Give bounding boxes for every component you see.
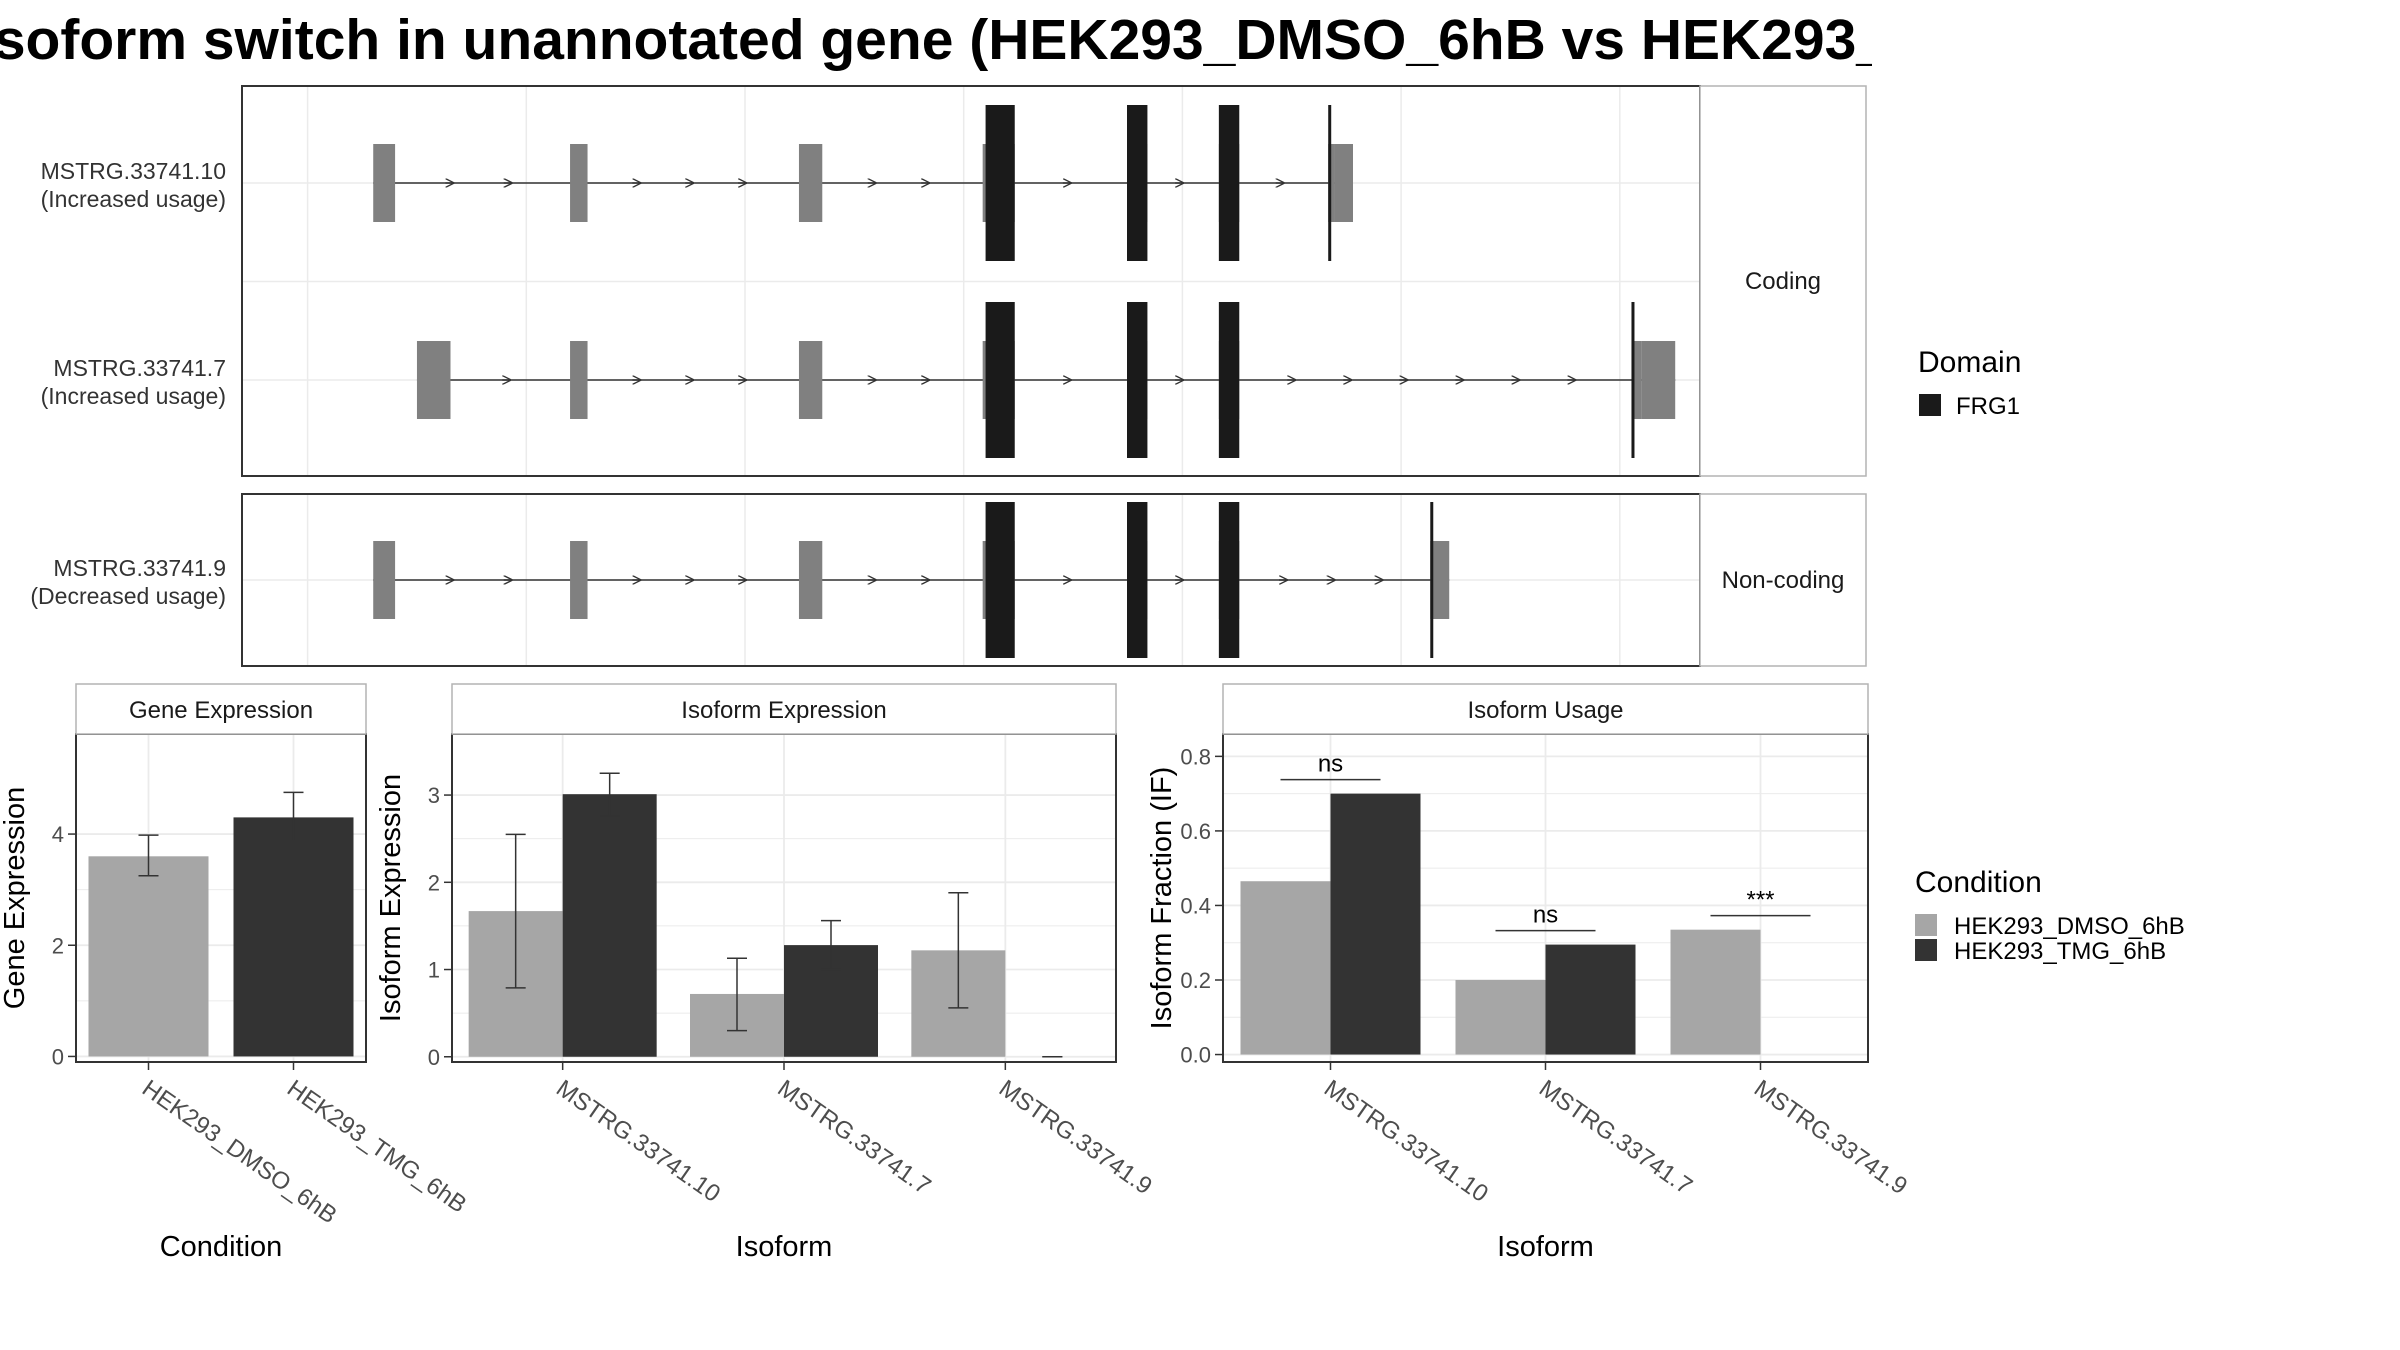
structure-panel-1 (241, 493, 1867, 667)
domain-block (1127, 105, 1148, 261)
y-tick-label: 2 (428, 870, 440, 895)
y-tick-label: 0.8 (1180, 744, 1211, 769)
y-tick-label: 3 (428, 783, 440, 808)
domain-block (1127, 502, 1148, 658)
utr-exon (1641, 341, 1676, 419)
domain-block (985, 105, 1015, 261)
isoform-status: (Increased usage) (41, 186, 226, 212)
chart-title: Isoform Usage (1467, 697, 1623, 724)
chart-title-strip (1222, 683, 1869, 735)
group-label: Non-coding (1722, 567, 1845, 594)
domain-block (1218, 502, 1240, 658)
significance-label: *** (1746, 887, 1774, 914)
isoform-label: MSTRG.33741.10 (41, 158, 226, 184)
domain-block (1218, 105, 1240, 261)
x-axis-title: Isoform (736, 1231, 833, 1263)
y-tick-label: 2 (52, 933, 64, 958)
y-axis-title: Isoform Fraction (IF) (1146, 767, 1178, 1030)
bar (1455, 980, 1546, 1055)
isoform-track-MSTRG.33741.9 (373, 502, 1450, 658)
legend-title: Condition (1915, 866, 2042, 899)
bar (1545, 944, 1636, 1055)
bar-chart-1 (68, 683, 367, 1070)
exon (416, 341, 451, 419)
y-tick-label: 0.0 (1180, 1043, 1211, 1068)
y-tick-label: 4 (52, 822, 64, 847)
legend-key (1915, 914, 1937, 936)
significance-label: ns (1533, 902, 1558, 929)
domain-block (1430, 502, 1434, 658)
exon (570, 341, 588, 419)
y-tick-label: 0.6 (1180, 819, 1211, 844)
exon (570, 541, 588, 619)
bar (233, 817, 354, 1057)
domain-block (985, 502, 1015, 658)
exon (798, 144, 823, 222)
x-tick-label: MSTRG.33741.7 (773, 1075, 936, 1200)
figure-title-text: Isoform switch in unannotated gene (HEK2… (0, 8, 1872, 72)
x-tick-label: MSTRG.33741.7 (1534, 1075, 1697, 1200)
y-tick-label: 0.4 (1180, 893, 1211, 918)
significance-label: ns (1318, 751, 1343, 778)
legend-key (1915, 939, 1937, 961)
y-axis-title: Gene Expression (0, 787, 31, 1009)
domain-block (1218, 302, 1240, 458)
exon (570, 144, 588, 222)
legend-key (1919, 394, 1941, 416)
y-axis-title: Isoform Expression (375, 774, 407, 1022)
exon (798, 541, 823, 619)
x-tick-label: MSTRG.33741.10 (551, 1075, 725, 1208)
exon (1631, 341, 1642, 419)
y-tick-label: 0 (52, 1044, 64, 1069)
x-tick-label: MSTRG.33741.9 (994, 1075, 1157, 1200)
group-strip (1699, 85, 1867, 477)
chart-title-strip (451, 683, 1117, 735)
chart-title: Gene Expression (129, 697, 313, 724)
bar (562, 794, 657, 1057)
domain-block (1328, 105, 1332, 261)
group-label: Coding (1745, 268, 1821, 295)
exon (373, 144, 396, 222)
utr-exon (1334, 144, 1353, 222)
structure-panel-0 (241, 85, 1867, 477)
domain-block (1127, 302, 1148, 458)
isoform-status: (Increased usage) (41, 383, 226, 409)
exon (798, 341, 823, 419)
group-strip (1699, 493, 1867, 667)
figure-title: Isoform switch in unannotated gene (HEK2… (0, 0, 1872, 80)
bar (1240, 881, 1331, 1055)
bar-chart-2 (444, 683, 1117, 1070)
isoform-track-MSTRG.33741.10 (373, 105, 1353, 261)
isoform-track-MSTRG.33741.7 (416, 302, 1676, 458)
chart-title: Isoform Expression (681, 697, 886, 724)
domain-block (985, 302, 1015, 458)
bar (88, 856, 209, 1057)
x-tick-label: MSTRG.33741.10 (1319, 1075, 1493, 1208)
bar (1330, 793, 1421, 1055)
exon (1430, 541, 1450, 619)
bar (1670, 929, 1761, 1055)
bar-chart-3 (1215, 683, 1869, 1070)
legend-label: HEK293_DMSO_6hB (1954, 913, 2185, 940)
legend-label: FRG1 (1956, 393, 2020, 420)
isoform-label: MSTRG.33741.7 (53, 355, 226, 381)
domain-legend: Domain FRG1 (1918, 346, 2021, 420)
legend-title: Domain (1918, 346, 2021, 379)
isoform-label: MSTRG.33741.9 (53, 555, 226, 581)
y-tick-label: 0.2 (1180, 968, 1211, 993)
chart-title-strip (75, 683, 367, 735)
isoform-status: (Decreased usage) (30, 583, 226, 609)
x-axis-title: Isoform (1497, 1231, 1594, 1263)
exon (373, 541, 396, 619)
y-tick-label: 1 (428, 958, 440, 983)
x-axis-title: Condition (160, 1231, 283, 1263)
domain-block (1631, 302, 1635, 458)
legend-label: HEK293_TMG_6hB (1954, 938, 2166, 965)
x-tick-label: MSTRG.33741.9 (1749, 1075, 1912, 1200)
y-tick-label: 0 (428, 1045, 440, 1070)
